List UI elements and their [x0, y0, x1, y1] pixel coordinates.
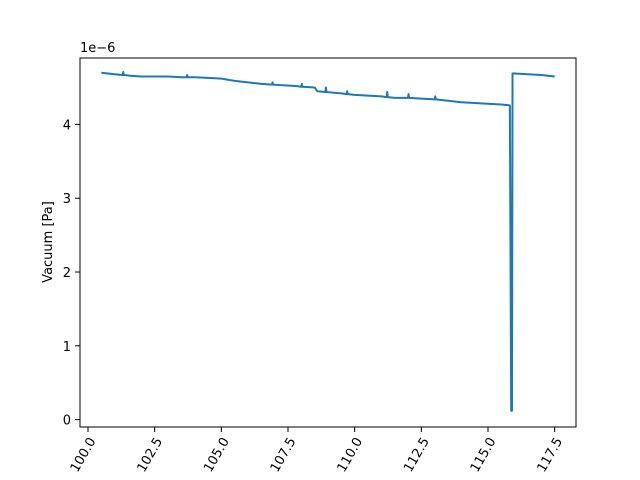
x-tick-label: 105.0	[201, 435, 233, 475]
y-tick-label: 4	[63, 118, 71, 133]
y-axis-label: Vacuum [Pa]	[41, 201, 56, 283]
y-tick-label: 2	[63, 266, 71, 281]
y-tick-label: 0	[63, 414, 71, 429]
plot-area	[80, 58, 576, 427]
x-tick-label: 110.0	[335, 435, 367, 475]
y-tick-label: 3	[63, 192, 71, 207]
x-tick-label: 117.5	[535, 435, 567, 475]
x-ticks: 100.0 102.5 105.0 107.5 110.0 112.5 115.0 117.5	[68, 427, 566, 475]
y-ticks: 0 1 2 3 4	[63, 118, 80, 429]
series-line-0	[101, 71, 555, 412]
y-offset-text: 1e−6	[80, 41, 115, 56]
x-tick-label: 102.5	[135, 435, 167, 475]
x-tick-label: 115.0	[468, 435, 500, 475]
plot-frame	[79, 57, 577, 428]
x-tick-label: 107.5	[268, 435, 300, 475]
series-layer	[101, 71, 555, 412]
x-tick-label: 100.0	[68, 435, 100, 475]
y-tick-label: 1	[63, 340, 71, 355]
x-tick-label: 112.5	[401, 435, 433, 475]
